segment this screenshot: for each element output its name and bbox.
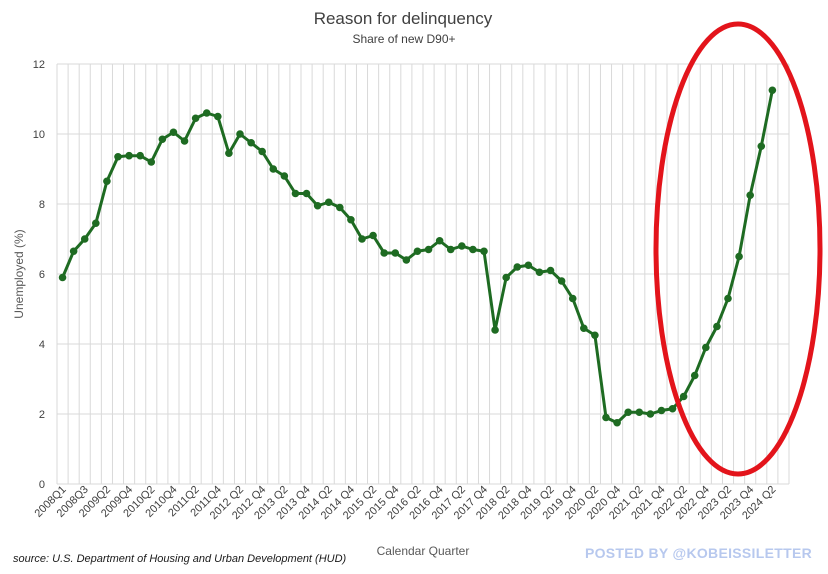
- data-point: [657, 406, 666, 415]
- data-point: [646, 410, 655, 418]
- data-point: [202, 109, 211, 117]
- data-point: [358, 235, 366, 243]
- data-point: [80, 235, 89, 243]
- chart-subtitle: Share of new D90+: [352, 32, 455, 46]
- data-point: [568, 294, 577, 303]
- data-point: [768, 86, 777, 95]
- data-point: [225, 149, 233, 158]
- data-point: [302, 189, 311, 198]
- gridlines: [56, 63, 790, 485]
- data-point: [469, 245, 477, 254]
- data-point: [236, 130, 244, 138]
- data-point: [613, 418, 621, 427]
- data-point: [158, 135, 167, 144]
- x-axis-ticks: 2008Q12008Q32009Q22009Q42010Q22010Q42011…: [32, 484, 778, 522]
- y-tick-label: 6: [39, 269, 45, 281]
- series-points: [58, 86, 777, 427]
- y-tick-label: 0: [39, 479, 45, 491]
- data-point: [258, 147, 266, 156]
- watermark: POSTED BY @KOBEISSILETTER: [584, 545, 812, 561]
- data-point: [369, 231, 377, 240]
- data-point: [347, 215, 355, 224]
- data-point: [724, 294, 732, 303]
- data-point: [391, 249, 400, 257]
- data-point: [58, 273, 67, 282]
- data-point: [92, 219, 100, 228]
- data-point: [380, 249, 388, 257]
- highlight-ellipse: [653, 21, 823, 477]
- y-tick-label: 2: [39, 409, 45, 421]
- data-point: [402, 256, 411, 264]
- data-point: [458, 242, 466, 250]
- y-axis-label: Unemployed (%): [12, 229, 26, 318]
- data-point: [324, 198, 333, 207]
- y-tick-label: 8: [39, 199, 45, 211]
- data-point: [291, 189, 300, 198]
- data-point: [690, 371, 699, 380]
- data-point: [180, 137, 189, 145]
- data-point: [313, 201, 322, 210]
- data-point: [480, 247, 488, 256]
- data-point: [624, 408, 632, 417]
- data-point: [280, 172, 289, 180]
- data-point: [125, 151, 133, 160]
- data-point: [491, 326, 499, 334]
- data-point: [136, 151, 144, 160]
- data-point: [435, 236, 444, 245]
- data-point: [702, 343, 710, 352]
- data-point: [502, 273, 510, 282]
- data-point: [757, 142, 766, 151]
- data-point: [713, 322, 721, 331]
- data-point: [546, 266, 555, 275]
- data-point: [580, 324, 588, 333]
- data-point: [668, 404, 677, 413]
- x-axis-label: Calendar Quarter: [377, 544, 470, 558]
- data-point: [557, 277, 566, 285]
- data-point: [679, 392, 688, 401]
- data-point: [114, 152, 122, 161]
- data-point: [513, 263, 522, 271]
- data-point: [147, 158, 156, 166]
- data-point: [103, 177, 111, 186]
- data-point: [746, 191, 754, 200]
- data-point: [524, 261, 533, 270]
- data-point: [735, 252, 743, 261]
- source-note: source: U.S. Department of Housing and U…: [13, 553, 347, 565]
- data-point: [424, 245, 433, 254]
- data-point: [535, 268, 544, 277]
- y-axis-ticks: 0 2 4 6 8 10 12: [33, 59, 45, 491]
- data-point: [169, 128, 178, 137]
- data-point: [69, 247, 78, 256]
- data-point: [214, 112, 222, 121]
- data-point: [635, 408, 644, 417]
- data-point: [446, 245, 455, 254]
- data-point: [413, 247, 422, 256]
- data-point: [191, 114, 200, 123]
- y-tick-label: 12: [33, 59, 45, 71]
- data-point: [336, 203, 344, 212]
- data-point: [602, 413, 610, 422]
- y-tick-label: 4: [39, 339, 45, 351]
- data-point: [247, 138, 255, 147]
- data-point: [591, 331, 599, 340]
- y-tick-label: 10: [33, 129, 45, 141]
- chart-title: Reason for delinquency: [314, 9, 493, 28]
- data-point: [269, 165, 278, 173]
